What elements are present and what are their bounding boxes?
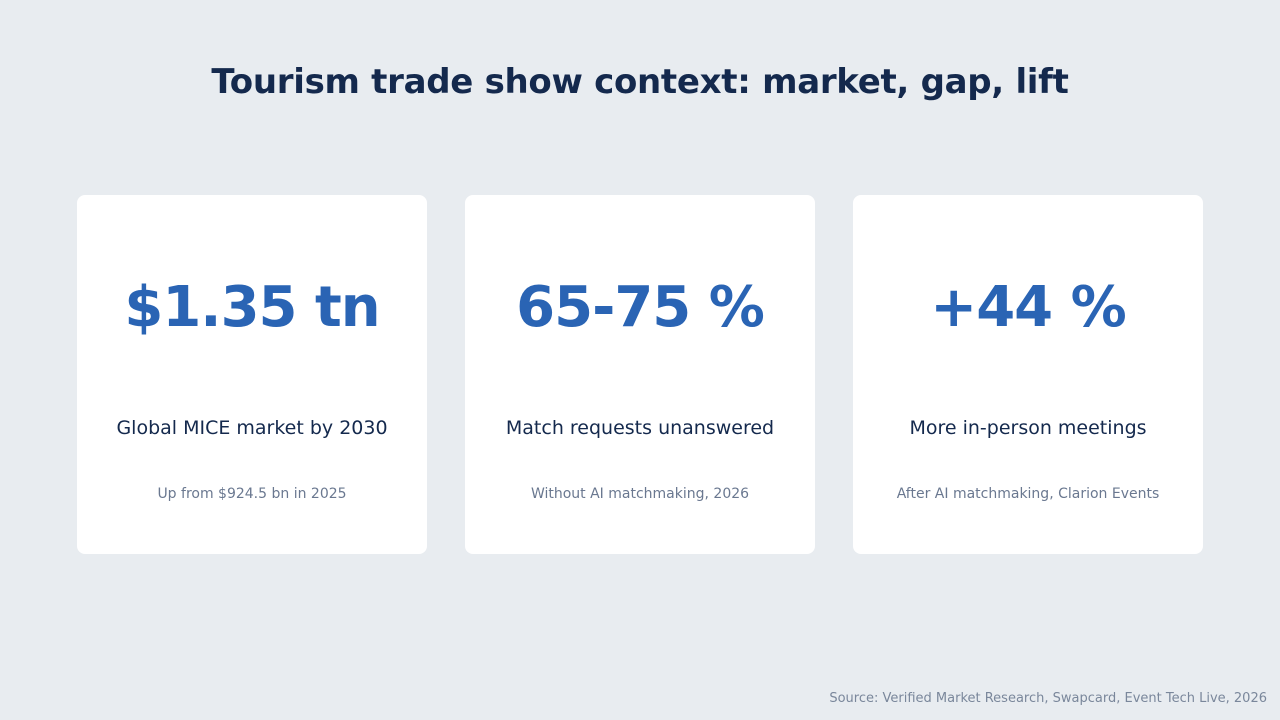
source-note: Source: Verified Market Research, Swapca… xyxy=(829,691,1267,706)
stat-label: Match requests unanswered xyxy=(505,417,775,439)
stat-subtext: Up from $924.5 bn in 2025 xyxy=(157,486,347,502)
stat-label: More in-person meetings xyxy=(909,417,1147,439)
stat-subtext: After AI matchmaking, Clarion Events xyxy=(896,486,1160,502)
stat-card-market: $1.35 tn Global MICE market by 2030 Up f… xyxy=(77,195,427,554)
stat-card-gap: 65-75 % Match requests unanswered Withou… xyxy=(465,195,815,554)
stat-subtext: Without AI matchmaking, 2026 xyxy=(530,486,750,502)
slide-title: Tourism trade show context: market, gap,… xyxy=(211,62,1069,102)
stat-value: +44 % xyxy=(930,275,1126,340)
stat-value: 65-75 % xyxy=(516,275,765,340)
stat-value: $1.35 tn xyxy=(124,275,380,340)
stat-label: Global MICE market by 2030 xyxy=(116,417,388,439)
stat-card-lift: +44 % More in-person meetings After AI m… xyxy=(853,195,1203,554)
